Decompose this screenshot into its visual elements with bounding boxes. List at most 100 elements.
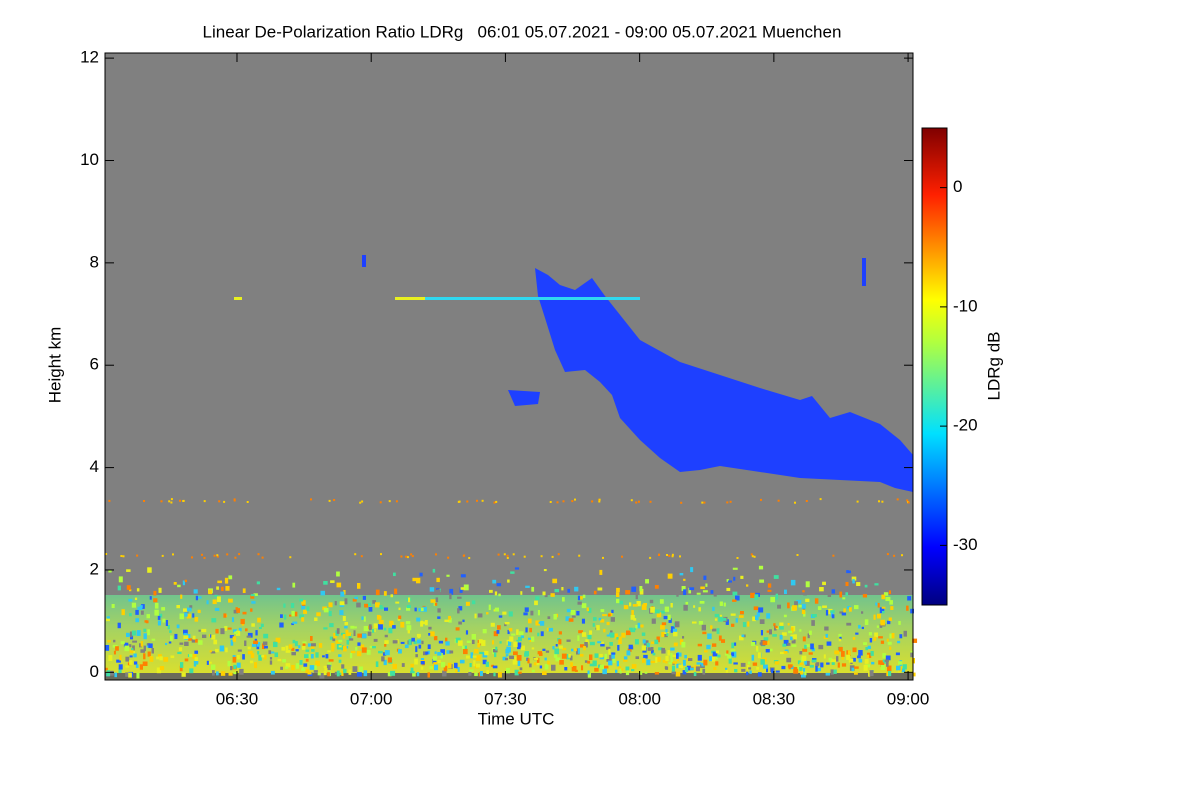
speckle [301,645,306,650]
speckle [756,612,761,617]
speckle [437,616,441,619]
speckle [323,627,328,630]
speckle [733,576,736,581]
speckle [542,648,546,651]
speckle [433,662,438,667]
speckle [274,652,279,658]
speckle [268,650,272,655]
speckle [775,670,780,673]
speckle [726,587,731,592]
speckle [460,574,466,578]
speckle [766,613,771,619]
speckle [755,615,759,621]
speckle [819,498,822,501]
speckle [540,631,544,637]
speckle [794,601,798,606]
speckle [678,664,684,669]
speckle [606,659,612,662]
speckle [212,599,217,605]
speckle [695,666,700,672]
speckle [587,672,591,678]
speckle [536,657,540,664]
speckle [554,648,560,655]
speckle [793,634,797,640]
speckle [599,664,604,670]
speckle [697,654,702,661]
y-tick-label: 0 [90,662,99,681]
speckle [670,652,673,659]
speckle [767,640,770,645]
speckle [901,668,906,673]
speckle [873,614,876,620]
speckle [277,658,282,662]
speckle [184,658,189,662]
speckle [420,666,424,670]
speckle [570,662,573,667]
speckle [421,640,424,645]
speckle [170,498,173,501]
speckle [363,616,366,622]
speckle [718,635,722,641]
speckle [584,660,588,663]
speckle [236,655,240,660]
speckle [672,628,678,633]
speckle [302,643,306,647]
speckle [375,602,380,608]
speckle [392,663,397,669]
speckle [758,607,764,613]
speckle [397,617,401,621]
speckle [725,667,728,670]
speckle [617,645,620,651]
speckle [603,665,609,669]
speckle [643,603,648,606]
speckle [857,655,861,659]
speckle [392,625,396,629]
speckle [654,672,660,675]
speckle [907,501,910,504]
speckle [373,623,378,629]
speckle [432,658,437,664]
speckle [827,595,832,598]
speckle [208,589,213,595]
speckle [841,663,847,667]
speckle [229,635,234,639]
speckle [359,501,362,504]
speckle [647,647,653,651]
speckle [632,604,638,607]
speckle [571,648,576,652]
speckle [589,654,593,661]
speckle [606,621,610,626]
speckle [314,617,318,622]
speckle [132,649,136,654]
speckle [732,599,737,602]
data-field [105,53,918,680]
speckle [507,579,510,583]
speckle [576,648,579,652]
speckle [675,671,681,677]
speckle [568,654,571,658]
speckle [641,645,646,651]
speckle [291,665,295,671]
speckle [484,650,489,656]
speckle [516,629,519,635]
speckle [838,638,842,642]
speckle [458,621,462,625]
speckle [676,658,679,662]
speckle [614,579,618,583]
speckle [108,570,112,573]
speckle [662,659,666,663]
speckle [540,621,545,626]
speckle [547,616,551,619]
speckle [131,630,136,636]
speckle [493,631,499,637]
speckle [416,639,422,644]
speckle [126,585,131,590]
speckle [247,632,253,638]
speckle [492,640,495,645]
speckle [602,614,607,617]
speckle [898,661,903,665]
speckle [566,654,570,660]
speckle [408,597,411,603]
speckle [847,606,851,609]
speckle [128,672,132,678]
